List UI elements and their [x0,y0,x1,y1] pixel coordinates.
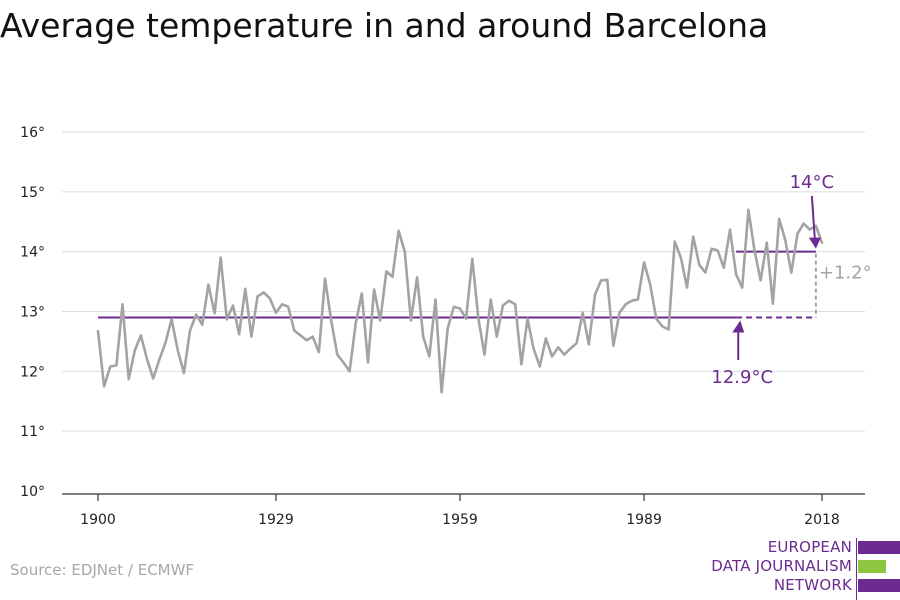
logo-line-3: NETWORK [773,576,852,594]
logo-text: EUROPEAN DATA JOURNALISM NETWORK [711,538,852,595]
y-tick-label: 13° [20,305,45,321]
y-axis-ticks: 10° 11° 12° 13° 14° 15° 16° [20,125,45,500]
x-tick-label: 2018 [804,512,840,528]
logo-line-2: DATA JOURNALISM [711,557,852,575]
difference-label: +1.2° [819,263,872,284]
y-tick-label: 11° [20,424,45,440]
y-tick-label: 10° [20,484,45,500]
recent-average-arrow-shaft [810,195,816,240]
temperature-series-line [96,208,824,394]
annotation-labels: 14°C 12.9°C +1.2° [711,172,871,388]
logo-line-1: EUROPEAN [767,538,852,556]
source-note: Source: EDJNet / ECMWF [10,561,195,579]
logo-bar-bottom [858,579,900,592]
logo-divider [856,538,857,600]
page-title: Average temperature in and around Barcel… [0,6,769,45]
y-tick-label: 15° [20,185,45,201]
logo-bar-top [858,541,900,554]
series-layer [96,208,824,394]
baseline-average-arrow-head [732,320,745,333]
baseline-average-label: 12.9°C [711,367,773,388]
x-tick-label: 1900 [80,512,116,528]
x-axis: 1900 1929 1959 1989 2018 [62,493,865,528]
y-tick-label: 12° [20,364,45,380]
edjnet-logo[interactable]: EUROPEAN DATA JOURNALISM NETWORK [710,538,900,600]
grid-lines [62,131,865,432]
recent-average-label: 14°C [790,172,834,193]
x-tick-label: 1989 [626,512,662,528]
y-tick-label: 16° [20,125,45,141]
y-tick-label: 14° [20,245,45,261]
x-tick-label: 1959 [442,512,478,528]
x-tick-label: 1929 [258,512,294,528]
logo-bar-middle [858,560,886,573]
recent-average-arrow-head [808,237,821,249]
